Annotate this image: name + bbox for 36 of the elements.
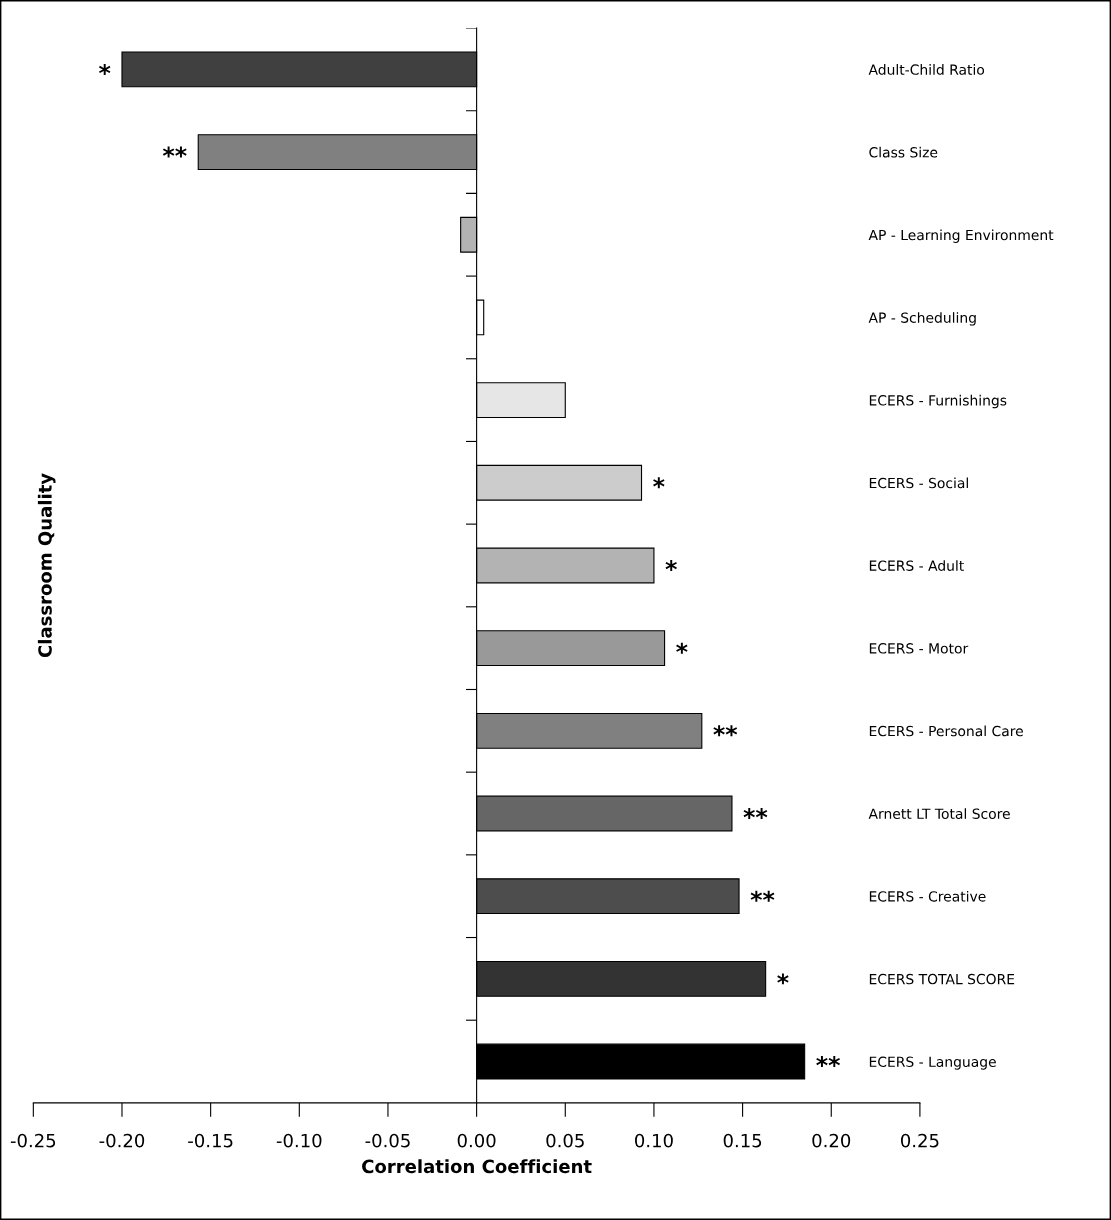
y-tick-label: ECERS - Language — [869, 1056, 996, 1070]
x-tick-label: 0.20 — [812, 1133, 851, 1148]
y-tick-label: Arnett LT Total Score — [868, 808, 1010, 819]
x-tick-label: -0.05 — [365, 1133, 410, 1148]
data-label: * — [653, 477, 665, 489]
y-tick-label: ECERS - Motor — [869, 643, 969, 654]
y-tick-label: ECERS TOTAL SCORE — [869, 973, 1015, 985]
data-label: ** — [750, 890, 775, 902]
x-tick-label: 0.05 — [546, 1133, 584, 1148]
y-tick-label: ECERS - Furnishings — [869, 394, 1007, 409]
data-label: * — [665, 560, 677, 571]
data-label: * — [676, 642, 688, 654]
y-tick-label: ECERS - Personal Care — [869, 725, 1023, 737]
x-tick-label: -0.25 — [10, 1133, 56, 1148]
x-tick-label: 0.10 — [635, 1133, 673, 1148]
data-label: ** — [162, 146, 187, 158]
x-tick-label: 0.15 — [723, 1133, 762, 1148]
y-tick-label: AP - Learning Environment — [868, 229, 1054, 243]
x-tick-label: 0.00 — [457, 1133, 496, 1148]
y-tick-label: Adult-Child Ratio — [868, 64, 985, 75]
y-tick-label: ECERS - Creative — [869, 890, 986, 902]
x-tick-label: 0.25 — [901, 1133, 939, 1148]
x-tick-label: -0.10 — [276, 1133, 322, 1148]
x-axis-title: Correlation Coefficient — [362, 1159, 592, 1174]
data-label: ** — [713, 725, 738, 737]
y-tick-label: AP - Scheduling — [868, 312, 976, 326]
data-label: * — [99, 63, 111, 75]
data-label: ** — [816, 1056, 840, 1068]
y-tick-label: ECERS - Adult — [869, 560, 964, 571]
y-tick-label: ECERS - Social — [869, 477, 968, 489]
x-tick-label: -0.15 — [188, 1133, 233, 1148]
y-tick-label: Class Size — [869, 146, 938, 158]
data-label: * — [777, 973, 789, 985]
data-label: ** — [743, 808, 768, 820]
y-axis-title: Classroom Quality — [37, 473, 56, 658]
x-tick-label: -0.20 — [99, 1133, 145, 1148]
